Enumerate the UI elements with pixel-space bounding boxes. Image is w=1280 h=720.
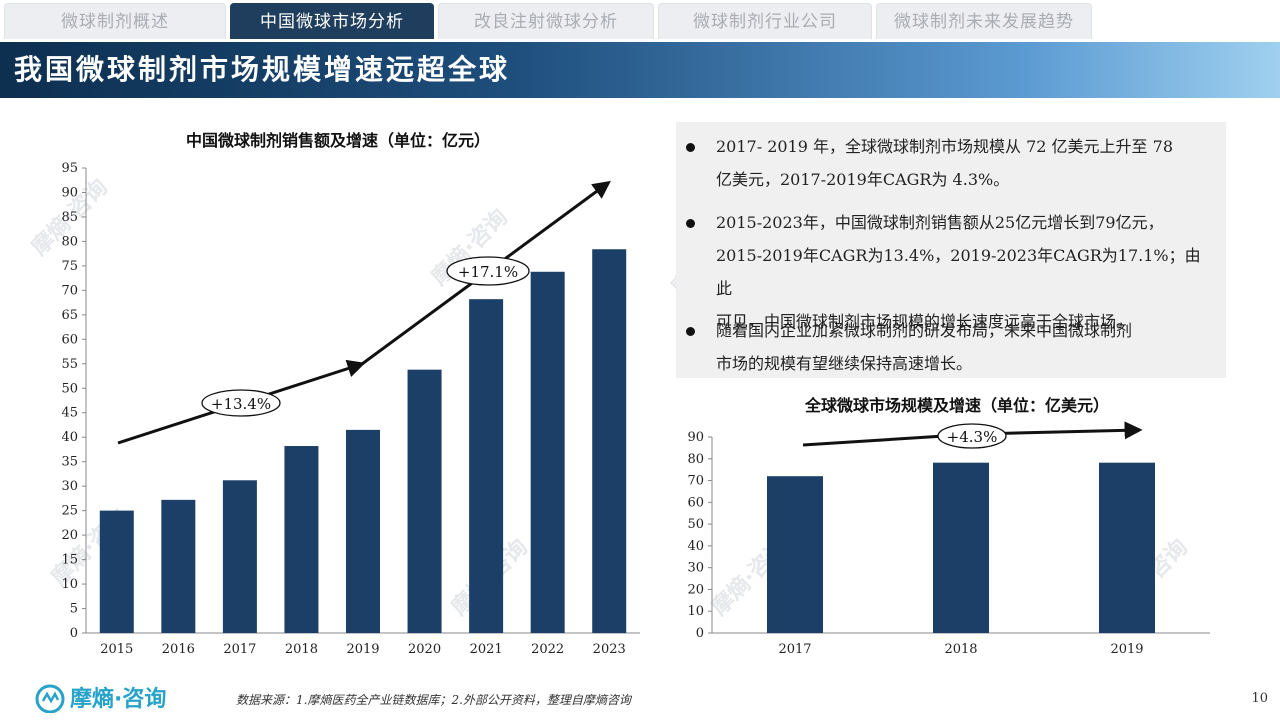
- bullet-line: 2017- 2019 年，全球微球制剂市场规模从 72 亿美元上升至 78: [716, 137, 1173, 156]
- bar-2016: [161, 499, 196, 633]
- bar-2020: [407, 369, 442, 633]
- y-tick-label: 30: [61, 479, 78, 494]
- bar-2019: [346, 429, 380, 633]
- y-tick-label: 10: [61, 577, 78, 592]
- cagr-bubble-global: [937, 423, 1007, 449]
- brand-logo-icon: [35, 684, 65, 713]
- tab-china-market-analysis[interactable]: 中国微球市场分析: [230, 3, 434, 39]
- cagr-bubble-2019-2023: [446, 256, 530, 286]
- bar-2022: [530, 271, 565, 633]
- x-tick-label: 2017: [223, 642, 256, 657]
- x-tick-label: 2019: [346, 642, 379, 657]
- tab-microsphere-overview[interactable]: 微球制剂概述: [4, 3, 226, 39]
- bullet-dot-icon: [686, 143, 695, 152]
- y-tick-label: 30: [687, 561, 704, 576]
- y-tick-label: 20: [687, 582, 704, 597]
- y-tick-label: 25: [61, 504, 78, 519]
- y-tick-label: 0: [70, 626, 78, 641]
- bar-2023: [592, 249, 627, 633]
- y-tick-label: 60: [61, 332, 78, 347]
- cagr-label-2019-2023: +17.1%: [458, 263, 518, 281]
- x-tick-label: 2021: [470, 642, 503, 657]
- y-tick-label: 10: [687, 604, 704, 619]
- bullet-outlook: 随着国内企业加紧微球制剂的研发布局，未来中国微球制剂 市场的规模有望继续保持高速…: [686, 314, 1206, 380]
- bullet-line: 可见，中国微球制剂市场规模的增长速度远高于全球市场。: [716, 312, 1133, 331]
- y-tick-label: 60: [687, 495, 704, 510]
- y-tick-label: 80: [61, 234, 78, 249]
- y-tick-label: 40: [687, 539, 704, 554]
- cagr-label-2015-2019: +13.4%: [211, 395, 271, 413]
- y-tick-label: 15: [61, 553, 78, 568]
- slide-title: 我国微球制剂市场规模增速远超全球: [14, 53, 511, 86]
- cagr-label-global: +4.3%: [947, 428, 998, 446]
- y-tick-label: 0: [696, 626, 704, 641]
- x-tick-label: 2018: [944, 642, 977, 657]
- x-tick-label: 2023: [593, 642, 626, 657]
- bullet-dot-icon: [686, 219, 695, 228]
- bar-2017: [222, 480, 257, 633]
- bar-2015: [99, 510, 134, 633]
- bar-2021: [469, 299, 504, 633]
- y-tick-label: 80: [687, 452, 704, 467]
- bullet-line: 市场的规模有望继续保持高速增长。: [716, 354, 973, 373]
- y-tick-label: 45: [61, 406, 78, 421]
- y-tick-label: 90: [61, 185, 78, 200]
- x-tick-label: 2022: [531, 642, 564, 657]
- bar-2018: [933, 462, 989, 633]
- tab-bar: 微球制剂概述 中国微球市场分析 改良注射微球分析 微球制剂行业公司 微球制剂未来…: [0, 0, 1280, 40]
- bullet-dot-icon: [686, 327, 695, 336]
- y-tick-label: 70: [687, 474, 704, 489]
- chart-title: 全球微球市场规模及增速（单位：亿美元）: [804, 396, 1109, 415]
- page-number: 10: [1251, 691, 1268, 706]
- y-tick-label: 40: [61, 430, 78, 445]
- cagr-bubble-2015-2019: [201, 389, 281, 417]
- tab-injection-microsphere-analysis[interactable]: 改良注射微球分析: [438, 3, 654, 39]
- summary-panel: 2017- 2019 年，全球微球制剂市场规模从 72 亿美元上升至 78 亿美…: [676, 122, 1226, 378]
- global-market-chart: 全球微球市场规模及增速（单位：亿美元） 0 10 20 30 40 50 60 70 80 90 20…: [687, 396, 1210, 657]
- bar-2019: [1099, 462, 1155, 633]
- bullet-china-market: 2015-2023年，中国微球制剂销售额从25亿元增长到79亿元， 2015-2…: [686, 206, 1206, 331]
- bar-2017: [767, 476, 823, 633]
- bullet-global-market: 2017- 2019 年，全球微球制剂市场规模从 72 亿美元上升至 78 亿美…: [686, 130, 1206, 196]
- bullet-line: 2015-2023年，中国微球制剂销售额从25亿元增长到79亿元，: [716, 213, 1164, 232]
- y-tick-label: 55: [61, 357, 78, 372]
- x-tick-label: 2017: [778, 642, 811, 657]
- y-tick-label: 90: [687, 430, 704, 445]
- data-source-note: 数据来源：1.摩熵医药全产业链数据库；2.外部公开资料，整理自摩熵咨询: [236, 693, 631, 707]
- bullet-line: 随着国内企业加紧微球制剂的研发布局，未来中国微球制剂: [716, 321, 1133, 340]
- y-tick-label: 20: [61, 528, 78, 543]
- y-tick-label: 5: [70, 602, 78, 617]
- title-bar: 我国微球制剂市场规模增速远超全球: [0, 42, 1280, 98]
- y-tick-label: 95: [61, 161, 78, 176]
- chart-title: 中国微球制剂销售额及增速（单位：亿元）: [186, 131, 490, 150]
- x-tick-label: 2020: [408, 642, 441, 657]
- x-tick-label: 2015: [100, 642, 133, 657]
- y-tick-label: 75: [61, 259, 78, 274]
- y-tick-label: 70: [61, 283, 78, 298]
- y-tick-label: 65: [61, 308, 78, 323]
- tab-industry-companies[interactable]: 微球制剂行业公司: [658, 3, 872, 39]
- china-sales-chart: 中国微球制剂销售额及增速（单位：亿元） 0 5 10 15 20 25 30 35 40 45 50 5…: [61, 131, 640, 657]
- tab-future-trends[interactable]: 微球制剂未来发展趋势: [876, 3, 1092, 39]
- x-tick-label: 2016: [162, 642, 195, 657]
- bar-2018: [284, 446, 319, 633]
- bullet-line: 2015-2019年CAGR为13.4%，2019-2023年CAGR为17.1…: [716, 246, 1201, 298]
- bullet-line: 亿美元，2017-2019年CAGR为 4.3%。: [716, 170, 1010, 189]
- y-tick-label: 50: [687, 517, 704, 532]
- x-tick-label: 2018: [285, 642, 318, 657]
- y-tick-label: 85: [61, 210, 78, 225]
- brand-logo: 摩熵·咨询: [35, 684, 166, 713]
- y-tick-label: 35: [61, 455, 78, 470]
- y-tick-label: 50: [61, 381, 78, 396]
- x-tick-label: 2019: [1110, 642, 1143, 657]
- brand-name: 摩熵·咨询: [70, 686, 166, 712]
